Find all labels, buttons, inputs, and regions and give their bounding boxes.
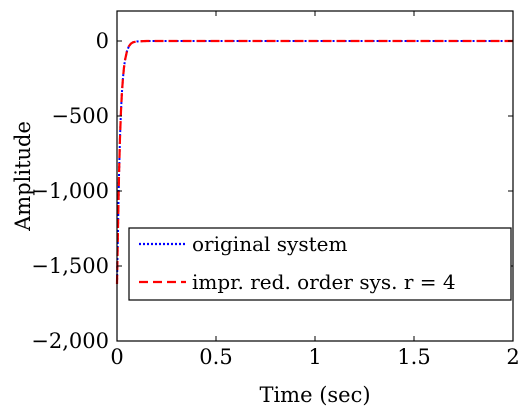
y-tick-label: −1,500: [31, 254, 109, 278]
x-tick-label: 0: [110, 345, 123, 369]
x-tick-label: 2: [506, 345, 519, 369]
series-layer: [115, 39, 513, 285]
y-tick-label: −2,000: [31, 329, 109, 353]
series-line-1: [116, 40, 513, 285]
legend-label-2: impr. red. order sys. r = 4: [192, 270, 456, 294]
y-tick-label: 0: [96, 29, 109, 53]
legend-box: [128, 227, 512, 301]
x-axis-title: Time (sec): [259, 383, 370, 407]
y-axis-title: Amplitude: [11, 121, 35, 232]
tick-layer: 0 0.5 1 1.5 2 0 −500 −1,000 −1,500 −2,000: [31, 11, 520, 369]
x-tick-label: 1.5: [397, 345, 430, 369]
x-tick-label: 0.5: [199, 345, 232, 369]
legend: original system impr. red. order sys. r =…: [128, 227, 512, 301]
y-tick-label: −1,000: [31, 179, 109, 203]
x-tick-label: 1: [308, 345, 321, 369]
y-tick-label: −500: [51, 104, 109, 128]
legend-label-1: original system: [192, 232, 347, 256]
